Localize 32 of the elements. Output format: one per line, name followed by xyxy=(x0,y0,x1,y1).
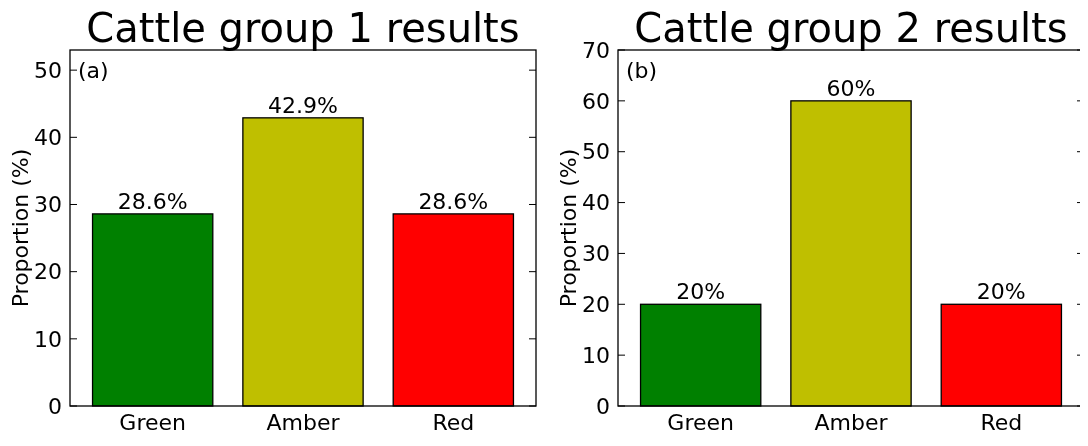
x-tick-label: Green xyxy=(119,410,186,435)
y-tick-label: 30 xyxy=(582,241,610,267)
chart-title: Cattle group 1 results xyxy=(86,5,520,51)
chart-title: Cattle group 2 results xyxy=(634,5,1068,51)
data-label: 28.6% xyxy=(418,188,489,214)
annotation: (b) xyxy=(626,58,658,83)
data-label: 60% xyxy=(826,75,876,101)
y-tick-label: 20 xyxy=(582,291,610,317)
y-tick-label: 50 xyxy=(582,139,610,165)
x-tick-label: Red xyxy=(432,410,475,435)
data-label: 20% xyxy=(976,279,1026,305)
y-tick-label: 60 xyxy=(582,88,610,114)
data-label: 20% xyxy=(676,279,726,305)
y-tick-label: 0 xyxy=(48,393,62,419)
y-tick-label: 70 xyxy=(582,37,610,63)
y-tick-label: 50 xyxy=(34,57,62,83)
x-tick-label: Amber xyxy=(266,410,341,435)
y-axis-title: Proportion (%) xyxy=(8,148,33,308)
y-tick-label: 40 xyxy=(34,125,62,151)
x-tick-label: Green xyxy=(667,410,734,435)
data-label: 42.9% xyxy=(268,92,338,118)
y-tick-label: 10 xyxy=(34,326,62,352)
data-label: 28.6% xyxy=(117,188,188,214)
y-tick-label: 10 xyxy=(582,342,610,368)
y-tick-label: 20 xyxy=(34,259,62,285)
annotation: (a) xyxy=(78,58,109,83)
y-axis-title: Proportion (%) xyxy=(556,148,581,308)
x-tick-label: Red xyxy=(980,410,1023,435)
y-tick-label: 0 xyxy=(596,393,610,419)
x-tick-label: Amber xyxy=(814,410,889,435)
y-tick-label: 30 xyxy=(34,192,62,218)
y-tick-label: 40 xyxy=(582,190,610,216)
